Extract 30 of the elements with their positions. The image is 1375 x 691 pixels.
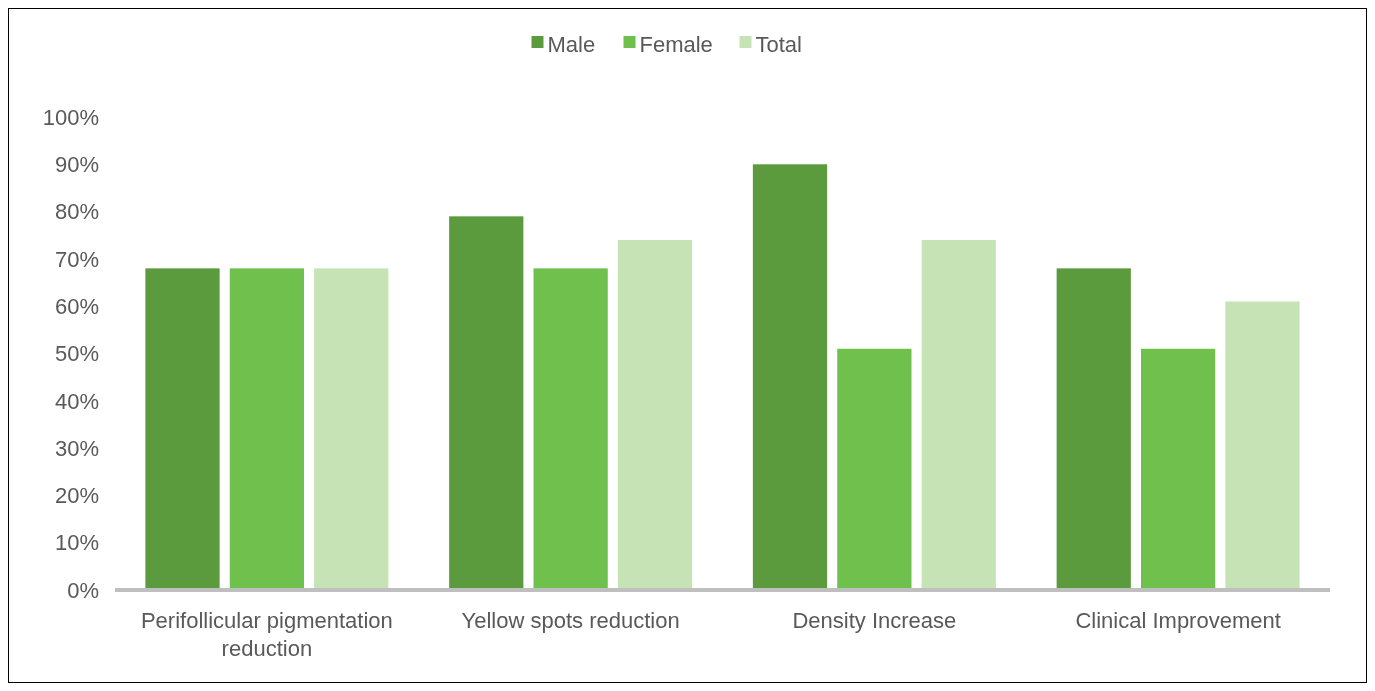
bar (1141, 348, 1216, 590)
bar (837, 348, 912, 590)
y-tick-label: 40% (54, 388, 99, 414)
y-tick-label: 80% (54, 199, 99, 225)
y-tick-label: 30% (54, 435, 99, 461)
legend-label: Female (639, 31, 713, 57)
x-tick-label: Yellow spots reduction (461, 608, 680, 633)
y-tick-label: 20% (54, 483, 99, 509)
bar (1056, 268, 1131, 590)
bar (921, 239, 996, 590)
x-tick-label: Density Increase (792, 608, 957, 633)
bar (145, 268, 220, 590)
x-tick-label: Clinical Improvement (1075, 608, 1281, 633)
bar (229, 268, 304, 590)
x-tick-label: Perifollicular pigmentation reduction (140, 608, 393, 661)
bar (617, 239, 693, 590)
bar (314, 268, 389, 590)
legend-label: Male (547, 31, 596, 57)
y-tick-label: 10% (54, 530, 99, 556)
bar (533, 268, 608, 590)
y-tick-label: 60% (54, 293, 99, 319)
y-tick-label: 0% (67, 577, 99, 603)
bar (449, 216, 524, 590)
y-tick-label: 100% (42, 104, 99, 130)
y-tick-label: 70% (54, 246, 99, 272)
y-tick-label: 50% (54, 341, 99, 367)
y-tick-label: 90% (54, 152, 99, 177)
bar (752, 164, 828, 590)
legend-label: Total (755, 31, 802, 57)
bar (1225, 301, 1300, 590)
